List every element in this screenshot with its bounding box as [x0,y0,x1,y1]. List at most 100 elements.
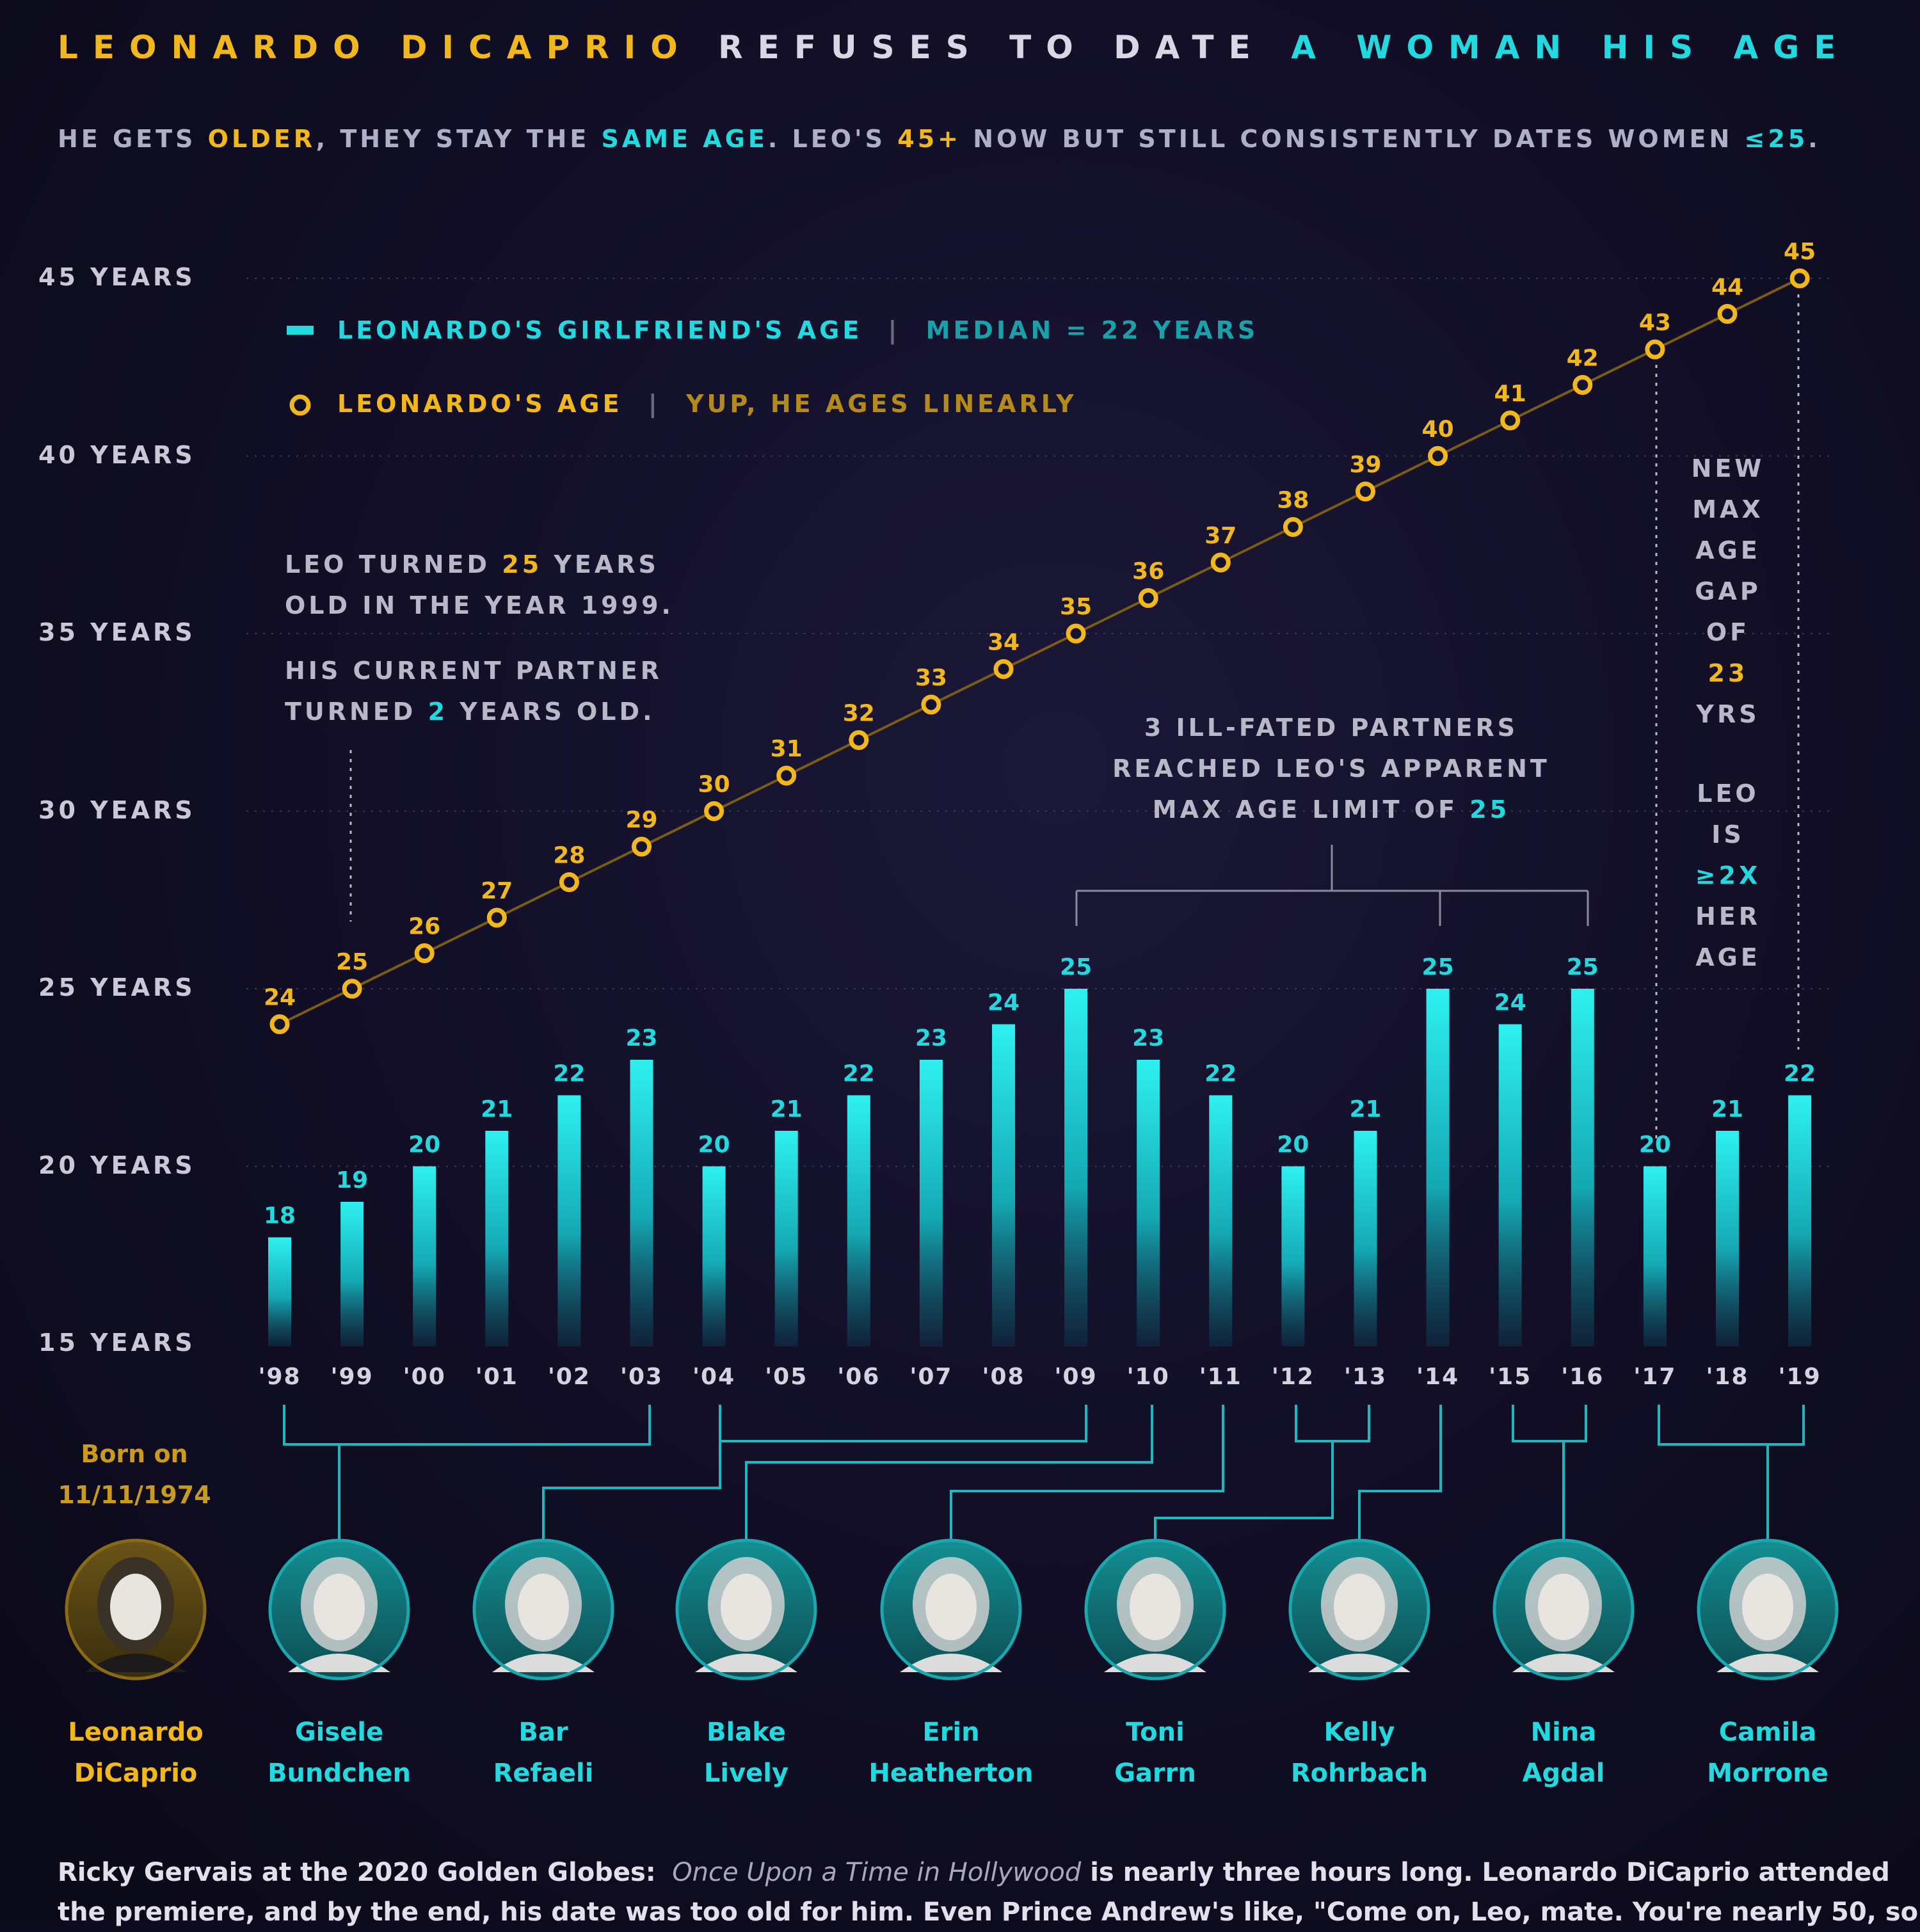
girlfriend-age-label: 22 [553,1061,585,1087]
page-subtitle: HE GETS OLDER, THEY STAY THE SAME AGE. L… [58,125,1882,153]
person-last-name: Agdal [1522,1759,1605,1788]
x-tick-label: '19 [1779,1364,1821,1390]
leo-age-line: 24 25 26 27 28 29 30 31 32 33 34 35 36 37 38 39 40 41 42 43… [264,239,1816,1034]
person-last-name: Garrn [1114,1759,1196,1788]
person-name: Nina Agdal [1480,1712,1647,1794]
legend-leo: LEONARDO'S AGE | YUP, HE AGES LINEARLY [337,390,1077,418]
girlfriend-age-bar [557,1095,581,1346]
x-tick-label: '17 [1633,1364,1676,1390]
person-name: Gisele Bundchen [256,1712,422,1794]
girlfriend-age-bar [268,1237,291,1346]
subtitle-same-age: SAME AGE [601,125,768,153]
born-on-label: Born on 11/11/1974 [38,1433,230,1515]
leo-age-point [993,659,1014,679]
leo-age-label: 44 [1711,275,1743,301]
girlfriend-age-label: 20 [698,1132,730,1158]
subtitle-part: . LEO'S [767,125,898,153]
girlfriend-age-label: 18 [264,1203,296,1229]
leo-age-point [1066,623,1086,644]
x-tick-label: '07 [909,1364,952,1390]
annotation-connectors [349,294,1800,1139]
girlfriend-age-bar [1209,1095,1233,1346]
subtitle-older: OLDER [207,125,316,153]
subtitle-part: NOW BUT STILL CONSISTENTLY DATES WOMEN [961,125,1745,153]
leo-age-label: 33 [915,665,947,691]
person-first-name: Kelly [1324,1718,1395,1747]
girlfriend-age-bar [630,1060,653,1346]
bracket-toni [1295,1405,1370,1442]
bracket-toni-stem [1154,1441,1334,1542]
bracket-nina [1512,1405,1587,1442]
leo-age-label: 43 [1639,310,1671,336]
girlfriend-age-label: 25 [1567,954,1599,980]
x-tick-label: '02 [548,1364,591,1390]
person-first-name: Camila [1718,1718,1817,1747]
leo-age-label: 26 [408,914,440,940]
person-first-name: Erin [922,1718,980,1747]
title-part-object: A WOMAN HIS AGE [1291,29,1851,66]
girlfriend-avatar [1288,1538,1430,1681]
x-tick-label: '11 [1199,1364,1242,1390]
note-ill-fated: 3 ILL-FATED PARTNERS REACHED LEO'S APPAR… [1075,707,1587,830]
note-partner-line2: TURNED 2 YEARS OLD. [285,698,655,726]
person-first-name: Leonardo [68,1718,204,1747]
girlfriend-avatar [1697,1538,1839,1681]
x-tick-label: '01 [476,1364,518,1390]
girlfriend-age-label: 20 [1277,1132,1309,1158]
legend-girlfriend-label: LEONARDO'S GIRLFRIEND'S AGE [337,316,863,344]
leo-age-label: 36 [1132,559,1164,585]
girlfriend-avatar [1084,1538,1226,1681]
girlfriend-age-bar [485,1131,509,1346]
leo-age-point [704,801,724,821]
x-tick-label: '10 [1127,1364,1170,1390]
bracket-bar-refaeli [719,1405,1087,1442]
born-on-text: Born on [81,1440,188,1468]
x-tick-label: '08 [982,1364,1025,1390]
person-last-name: Lively [703,1759,789,1788]
note-max-gap: NEW MAX AGE GAP OF 23 YRS LEO IS ≥2X HER… [1691,454,1765,971]
leo-age-label: 24 [264,985,296,1011]
quote-text-1: is nearly three hours long. Leonardo DiC… [1081,1858,1890,1887]
leo-age-point [776,765,797,786]
person-first-name: Bar [518,1718,568,1747]
leo-age-point [1645,339,1665,360]
legend-bar-swatch [287,326,314,335]
quote-film: Once Upon a Time in Hollywood [672,1858,1082,1887]
girlfriend-age-label: 19 [336,1167,368,1194]
leo-age-label: 41 [1494,381,1526,407]
legend-separator: | [648,390,660,418]
leo-age-polyline [279,277,1800,1026]
title-part-name: LEONARDO DICAPRIO [58,29,692,66]
girlfriend-age-label: 20 [1639,1132,1671,1158]
leo-age-label: 39 [1349,452,1381,478]
girlfriend-age-label: 23 [915,1025,947,1051]
person-name: Bar Refaeli [460,1712,627,1794]
bracket-erin [950,1405,1224,1542]
person-first-name: Gisele [294,1718,384,1747]
girlfriend-age-bar [1716,1131,1739,1346]
y-tick-label: 20 YEARS [38,1151,196,1179]
girlfriend-age-label: 25 [1422,954,1454,980]
person-brackets [283,1405,1805,1542]
y-tick-label: 25 YEARS [38,973,196,1002]
girlfriend-age-label: 20 [408,1132,440,1158]
leo-age-point [1210,552,1231,573]
legend-girlfriend-note: MEDIAN = 22 YEARS [925,316,1259,344]
leo-avatar [65,1538,207,1681]
leo-age-point [1572,375,1593,395]
quote-speaker: Ricky Gervais at the 2020 Golden Globes: [58,1858,656,1887]
leo-age-point [559,872,579,892]
x-tick-label: '14 [1416,1364,1459,1390]
person-name: Erin Heatherton [868,1712,1034,1794]
x-tick-label: '12 [1272,1364,1315,1390]
leo-age-label: 38 [1277,488,1309,514]
leo-age-label: 40 [1422,417,1454,443]
girlfriend-age-label: 22 [1784,1061,1816,1087]
leo-age-point [1356,481,1375,502]
note-1999: LEO TURNED 25 YEARS OLD IN THE YEAR 1999… [285,544,674,732]
x-tick-label: '13 [1344,1364,1387,1390]
person-name: Toni Garrn [1072,1712,1238,1794]
y-tick-label: 30 YEARS [38,795,196,824]
y-tick-label: 15 YEARS [38,1329,196,1357]
